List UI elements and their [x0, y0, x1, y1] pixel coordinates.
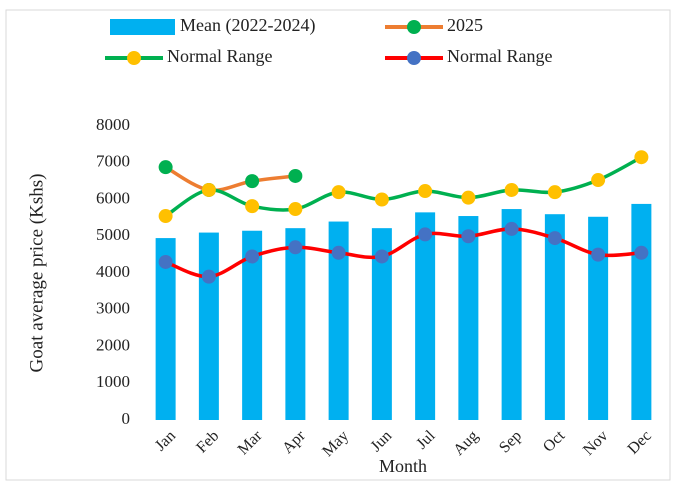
- marker: [288, 202, 303, 217]
- x-tick-label: Sep: [496, 427, 525, 456]
- x-tick-label: Jul: [413, 427, 439, 453]
- marker: [591, 247, 606, 262]
- marker: [201, 269, 216, 284]
- marker: [634, 245, 649, 260]
- bar: [588, 216, 609, 420]
- marker: [331, 185, 346, 200]
- marker: [158, 209, 173, 224]
- bar: [155, 238, 176, 420]
- legend-label: Normal Range: [167, 46, 272, 66]
- bar: [544, 214, 565, 420]
- x-tick-label: Dec: [625, 427, 655, 457]
- legend-marker: [127, 51, 141, 65]
- x-axis-title: Month: [379, 456, 427, 476]
- bar: [371, 228, 392, 420]
- x-tick-label: Apr: [279, 427, 309, 457]
- marker: [158, 254, 173, 269]
- marker: [201, 182, 216, 197]
- legend-marker: [407, 20, 421, 34]
- bar: [198, 232, 219, 420]
- marker: [288, 240, 303, 255]
- marker: [591, 173, 606, 188]
- bar: [285, 228, 306, 420]
- x-tick-label: Mar: [235, 427, 266, 458]
- y-tick-label: 4000: [96, 262, 130, 281]
- marker: [245, 174, 260, 189]
- marker: [245, 199, 260, 214]
- bar: [415, 212, 436, 420]
- marker: [547, 231, 562, 246]
- marker: [158, 160, 173, 175]
- y-tick-label: 1000: [96, 372, 130, 391]
- bar: [242, 230, 263, 420]
- y-tick-label: 2000: [96, 335, 130, 354]
- x-tick-label: Jun: [368, 427, 396, 455]
- x-tick-label: Nov: [580, 427, 612, 459]
- line: [164, 227, 642, 279]
- marker: [461, 229, 476, 244]
- x-tick-label: May: [319, 427, 352, 460]
- bar: [501, 209, 522, 420]
- x-tick-label: Feb: [193, 427, 222, 456]
- bar: [458, 216, 479, 420]
- marker: [418, 227, 433, 242]
- y-tick-label: 5000: [96, 225, 130, 244]
- chart-frame: [5, 9, 671, 481]
- y-tick-label: 0: [122, 409, 131, 428]
- y-axis-title: Goat average price (Kshs): [26, 174, 47, 373]
- y-tick-label: 6000: [96, 188, 130, 207]
- legend-label: 2025: [447, 15, 483, 35]
- legend-label: Mean (2022-2024): [180, 15, 315, 36]
- marker: [374, 192, 389, 207]
- marker: [547, 185, 562, 200]
- marker: [418, 184, 433, 199]
- y-tick-label: 7000: [96, 152, 130, 171]
- marker: [245, 249, 260, 264]
- y-tick-label: 3000: [96, 299, 130, 318]
- marker: [504, 182, 519, 197]
- legend-label: Normal Range: [447, 46, 552, 66]
- marker: [504, 221, 519, 236]
- y-tick-label: 8000: [96, 115, 130, 134]
- x-tick-label: Jan: [152, 427, 179, 454]
- marker: [461, 190, 476, 205]
- x-tick-label: Aug: [450, 427, 482, 459]
- marker: [634, 150, 649, 165]
- line: [164, 165, 296, 193]
- marker: [288, 168, 303, 183]
- marker: [331, 245, 346, 260]
- x-tick-label: Oct: [540, 427, 569, 456]
- marker: [374, 249, 389, 264]
- legend-swatch: [110, 19, 175, 35]
- bar: [328, 221, 349, 420]
- legend-marker: [407, 51, 421, 65]
- bar: [631, 203, 652, 420]
